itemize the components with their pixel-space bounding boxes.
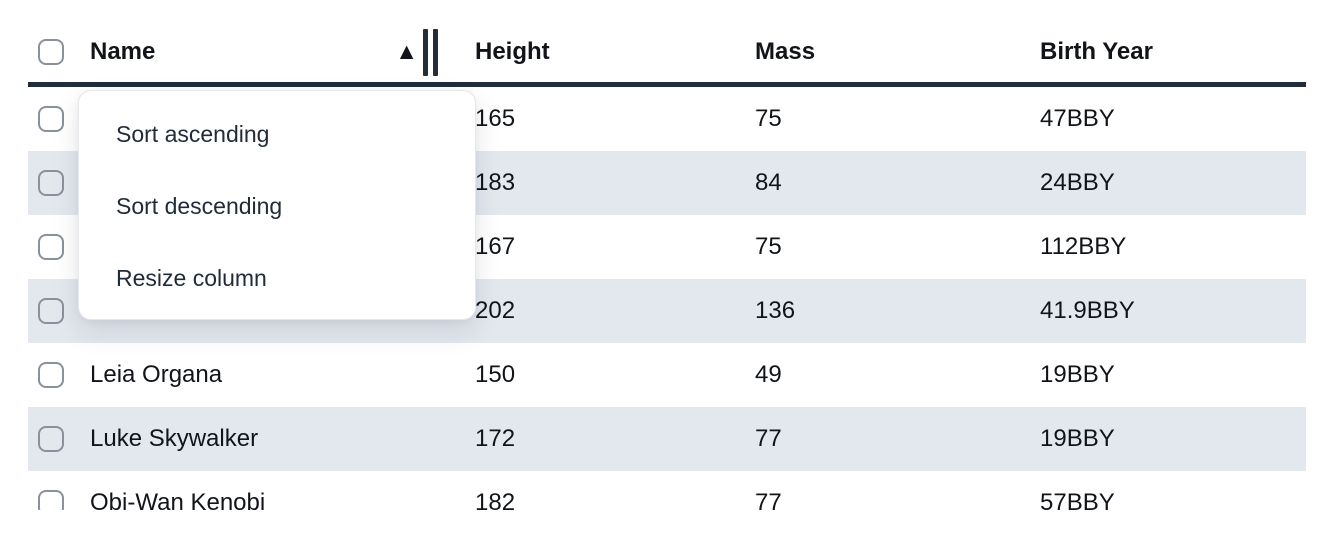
cell-mass: 77: [738, 425, 1024, 453]
column-header-mass[interactable]: Mass: [738, 38, 1024, 66]
cell-name-value: Leia Organa: [90, 361, 223, 388]
row-checkbox[interactable]: [38, 426, 64, 452]
cell-birth-year-value: 41.9BBY: [1040, 297, 1135, 324]
cell-height: 165: [440, 105, 738, 133]
menu-item-sort-descending[interactable]: Sort descending: [116, 192, 283, 219]
row-checkbox-cell: [28, 234, 76, 260]
cell-mass-value: 77: [755, 489, 782, 510]
row-checkbox[interactable]: [38, 362, 64, 388]
row-checkbox-cell: [28, 106, 76, 132]
cell-mass-value: 75: [755, 233, 782, 260]
cell-mass: 136: [738, 297, 1024, 325]
cell-height-value: 150: [475, 361, 516, 388]
cell-birth-year-value: 24BBY: [1040, 169, 1115, 196]
cell-height: 183: [440, 169, 738, 197]
cell-birth-year: 47BBY: [1024, 105, 1306, 133]
cell-birth-year-value: 19BBY: [1040, 361, 1115, 388]
cell-mass-value: 84: [755, 169, 782, 196]
table-row: Luke Skywalker 172 77 19BBY: [28, 407, 1306, 471]
cell-height-value: 172: [475, 425, 516, 452]
cell-mass: 75: [738, 233, 1024, 261]
cell-height-value: 183: [475, 169, 516, 196]
column-resize-handle[interactable]: [423, 28, 438, 76]
cell-height-value: 202: [475, 297, 516, 324]
row-checkbox[interactable]: [38, 298, 64, 324]
row-checkbox[interactable]: [38, 106, 64, 132]
header-checkbox-cell: [28, 39, 76, 65]
cell-name-value: Luke Skywalker: [90, 425, 259, 452]
cell-birth-year: 19BBY: [1024, 361, 1306, 389]
row-checkbox-cell: [28, 426, 76, 452]
cell-name: Leia Organa: [76, 361, 440, 389]
cell-birth-year: 112BBY: [1024, 233, 1306, 261]
cell-mass: 77: [738, 489, 1024, 510]
cell-height: 172: [440, 425, 738, 453]
cell-name-value: Obi-Wan Kenobi: [90, 489, 266, 510]
cell-name: Obi-Wan Kenobi: [76, 489, 440, 510]
column-header-mass-label: Mass: [755, 38, 816, 65]
table-row: Obi-Wan Kenobi 182 77 57BBY: [28, 471, 1306, 510]
cell-mass-value: 75: [755, 105, 782, 132]
cell-height: 150: [440, 361, 738, 389]
select-all-checkbox[interactable]: [38, 39, 64, 65]
table-header-row: Name ▲ Height Mass Birth Year: [28, 0, 1306, 87]
cell-birth-year: 19BBY: [1024, 425, 1306, 453]
menu-item-sort-ascending[interactable]: Sort ascending: [116, 120, 270, 147]
cell-birth-year: 41.9BBY: [1024, 297, 1306, 325]
sort-ascending-icon: ▲: [395, 37, 418, 64]
column-header-height-label: Height: [475, 38, 550, 65]
column-header-birth-year[interactable]: Birth Year: [1024, 38, 1306, 66]
row-checkbox[interactable]: [38, 234, 64, 260]
row-checkbox-cell: [28, 490, 76, 510]
cell-birth-year-value: 57BBY: [1040, 489, 1115, 510]
cell-birth-year-value: 47BBY: [1040, 105, 1115, 132]
cell-name: Luke Skywalker: [76, 425, 440, 453]
cell-height-value: 182: [475, 489, 516, 510]
cell-birth-year: 24BBY: [1024, 169, 1306, 197]
cell-mass-value: 49: [755, 361, 782, 388]
cell-birth-year: 57BBY: [1024, 489, 1306, 510]
cell-height-value: 167: [475, 233, 516, 260]
cell-mass: 49: [738, 361, 1024, 389]
cell-height: 182: [440, 489, 738, 510]
cell-birth-year-value: 112BBY: [1040, 233, 1127, 260]
row-checkbox[interactable]: [38, 490, 64, 510]
menu-item-resize-column[interactable]: Resize column: [116, 264, 267, 291]
cell-mass: 84: [738, 169, 1024, 197]
table-row: Leia Organa 150 49 19BBY: [28, 343, 1306, 407]
column-header-height[interactable]: Height: [440, 38, 738, 66]
row-checkbox-cell: [28, 170, 76, 196]
cell-height: 202: [440, 297, 738, 325]
cell-mass-value: 136: [755, 297, 796, 324]
table-row: 167 75 112BBY: [28, 215, 1306, 279]
row-checkbox-cell: [28, 362, 76, 388]
row-checkbox[interactable]: [38, 170, 64, 196]
row-checkbox-cell: [28, 298, 76, 324]
cell-birth-year-value: 19BBY: [1040, 425, 1115, 452]
column-header-name-label: Name: [90, 38, 156, 65]
table-row: 165 75 47BBY: [28, 87, 1306, 151]
cell-height: 167: [440, 233, 738, 261]
cell-mass-value: 77: [755, 425, 782, 452]
column-header-birth-year-label: Birth Year: [1040, 38, 1153, 65]
column-context-menu: Sort ascending Sort descending Resize co…: [78, 90, 476, 320]
cell-mass: 75: [738, 105, 1024, 133]
cell-height-value: 165: [475, 105, 516, 132]
column-header-name[interactable]: Name ▲: [76, 28, 440, 76]
